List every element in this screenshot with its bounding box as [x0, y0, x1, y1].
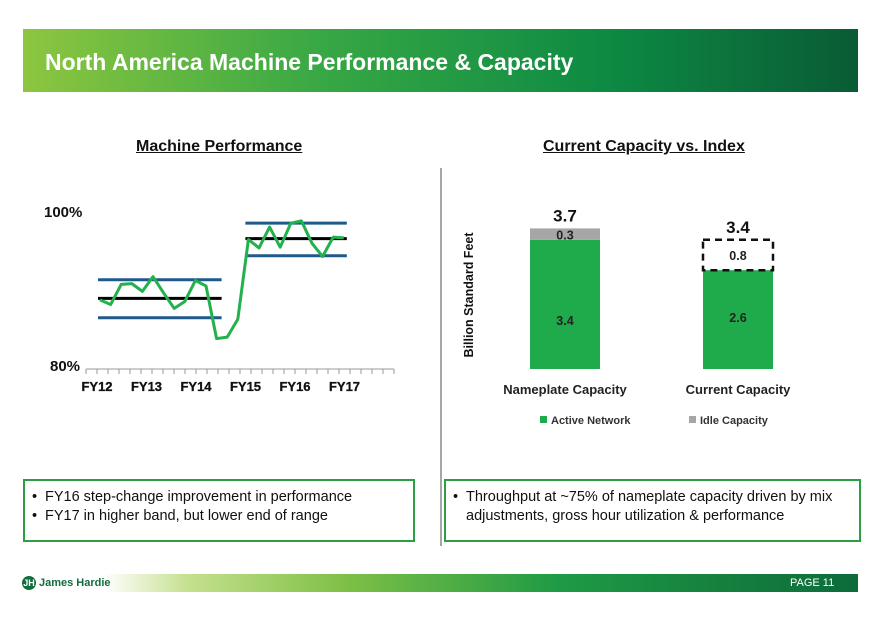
- legend-swatch: [540, 416, 547, 423]
- bar-segment-idle-capacity: [701, 238, 775, 272]
- company-logo: JH James Hardie: [22, 575, 111, 591]
- bar-data-label: 0.8: [729, 249, 746, 263]
- x-tick-label: FY14: [180, 379, 212, 394]
- page-number: PAGE 11: [790, 577, 835, 589]
- legend-label: Idle Capacity: [700, 415, 769, 427]
- right-note-box: Throughput at ~75% of nameplate capacity…: [444, 479, 861, 542]
- bar-data-label: 0.3: [556, 228, 573, 242]
- left-note-2: FY17 in higher band, but lower end of ra…: [25, 507, 413, 526]
- x-tick-label: FY17: [329, 379, 360, 394]
- bar-segment-idle-capacity: [530, 228, 600, 240]
- legend-label: Active Network: [551, 415, 631, 427]
- left-chart-title: Machine Performance: [136, 138, 303, 155]
- capacity-chart: Billion Standard Feet 3.4 0.3 3.7 Nameplate …: [462, 206, 792, 427]
- bar-data-label: 2.6: [729, 311, 746, 325]
- bar-segment-active-network: [530, 239, 600, 369]
- y-label-top: 100%: [44, 204, 82, 221]
- left-note-box: FY16 step-change improvement in performa…: [23, 479, 415, 542]
- x-tick-label: FY13: [131, 379, 162, 394]
- page-title: North America Machine Performance & Capa…: [45, 49, 574, 75]
- machine-performance-chart: 100% 80%FY12 FY13 FY14 FY15 FY16 FY17: [44, 204, 395, 394]
- logo-text: James Hardie: [39, 577, 111, 589]
- bar-data-label: 3.4: [556, 314, 573, 328]
- bar-segment-active-network: [703, 270, 773, 369]
- right-chart-title: Current Capacity vs. Index: [543, 138, 745, 155]
- footer-bar: [0, 574, 858, 592]
- legend-swatch: [689, 416, 696, 423]
- left-note-1: FY16 step-change improvement in performa…: [25, 488, 413, 507]
- bar-total-label: 3.7: [553, 206, 577, 225]
- y-label-bottom: 80%: [50, 358, 80, 375]
- logo-mark-icon: JH: [22, 576, 36, 590]
- x-tick-label: FY12: [81, 379, 112, 394]
- vertical-divider: [440, 168, 442, 546]
- x-category-label: Current Capacity: [686, 382, 792, 397]
- performance-line: [99, 219, 344, 341]
- right-note-1: Throughput at ~75% of nameplate capacity…: [446, 488, 859, 526]
- x-category-label: Nameplate Capacity: [503, 382, 627, 397]
- bar-total-label: 3.4: [726, 218, 750, 237]
- y-axis-label: Billion Standard Feet: [462, 232, 476, 358]
- x-tick-label: FY15: [230, 379, 261, 394]
- x-tick-label: FY16: [279, 379, 310, 394]
- title-banner: North America Machine Performance & Capa…: [23, 29, 858, 92]
